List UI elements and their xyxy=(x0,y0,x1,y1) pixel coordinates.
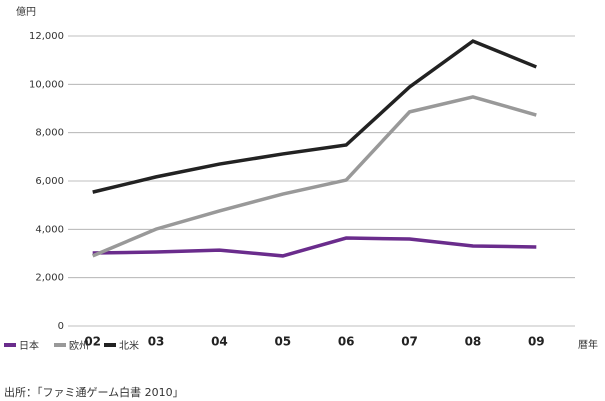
x-tick-label: 03 xyxy=(148,335,165,349)
x-tick-label: 09 xyxy=(528,335,545,349)
legend-swatch xyxy=(104,343,116,347)
source-note: 出所：「ファミ通ゲーム白書 2010」 xyxy=(4,385,184,399)
legend-swatch xyxy=(54,343,66,347)
y-tick-label: 10,000 xyxy=(29,79,64,90)
x-tick-label: 05 xyxy=(274,335,291,349)
y-axis-label: 億円 xyxy=(16,5,36,18)
x-axis-label: 暦年 xyxy=(578,338,598,351)
x-tick-label: 07 xyxy=(401,335,418,349)
y-tick-label: 8,000 xyxy=(35,128,64,139)
x-tick-label: 04 xyxy=(211,335,228,349)
series-line xyxy=(92,95,537,258)
x-tick-label: 06 xyxy=(338,335,355,349)
x-tick-label: 08 xyxy=(465,335,482,349)
legend-label: 北米 xyxy=(119,339,139,352)
y-tick-label: 12,000 xyxy=(29,31,64,42)
series-line xyxy=(92,236,537,258)
series-line xyxy=(92,39,537,194)
legend-label: 欧州 xyxy=(69,340,89,352)
y-tick-label: 4,000 xyxy=(35,224,64,235)
y-tick-label: 2,000 xyxy=(35,273,64,284)
x-tick-label: 02 xyxy=(84,335,101,349)
y-tick-label: 6,000 xyxy=(35,176,64,187)
legend-swatch xyxy=(4,343,16,347)
legend-label: 日本 xyxy=(19,339,39,352)
y-tick-label: 0 xyxy=(58,321,64,332)
